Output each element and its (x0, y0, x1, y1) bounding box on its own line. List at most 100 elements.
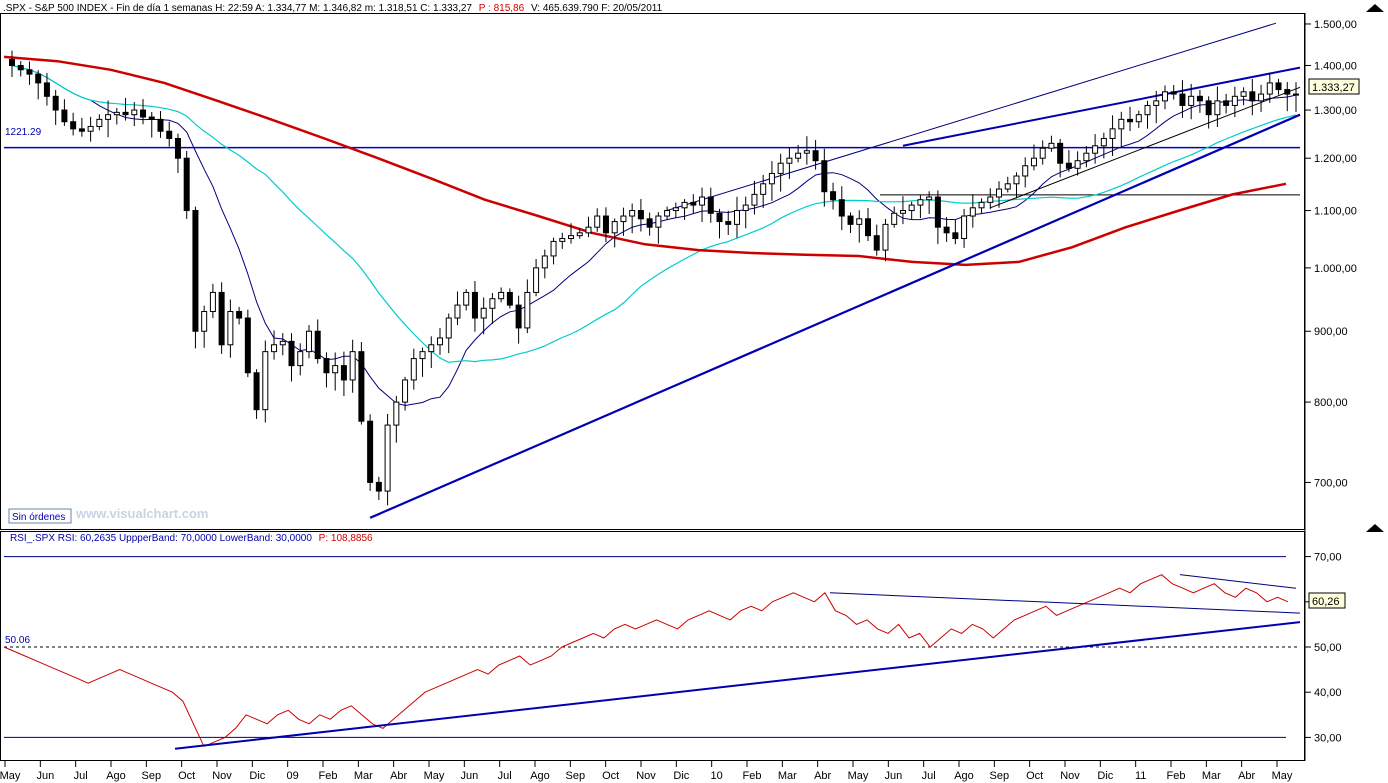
hline-label: 1221.29 (5, 127, 42, 138)
candle-body-133 (1170, 91, 1177, 95)
candle-body-77 (681, 201, 688, 209)
candle-body-49 (437, 337, 443, 346)
candle-body-114 (1004, 183, 1011, 190)
candle-body-60 (533, 267, 540, 293)
x-label-14: Jul (498, 770, 512, 782)
candle-body-120 (1057, 142, 1064, 164)
rsi-tick-label-1: 40,00 (1314, 687, 1342, 699)
price-tick-label-6: 1.300,00 (1314, 105, 1357, 117)
candle-body-109 (961, 215, 968, 240)
candle-body-122 (1074, 160, 1081, 169)
candle-body-52 (463, 291, 470, 306)
price-tick-label-3: 1.000,00 (1314, 263, 1357, 275)
candle-body-145 (1275, 82, 1282, 91)
candle-body-40 (358, 351, 365, 422)
candle-body-62 (550, 240, 557, 257)
candle-body-117 (1030, 157, 1037, 167)
candle-body-32 (288, 340, 295, 367)
candle-body-61 (541, 255, 548, 269)
candle-body-132 (1161, 91, 1168, 102)
candle-body-74 (655, 215, 662, 228)
candle-body-82 (725, 221, 732, 225)
candle-body-110 (969, 207, 976, 217)
candle-body-136 (1196, 95, 1203, 102)
x-label-11: Abr (390, 770, 407, 782)
candle-body-88 (777, 162, 784, 174)
rsi-scroll-up-icon[interactable] (1366, 524, 1384, 532)
x-label-1: Jun (36, 770, 54, 782)
candle-body-38 (340, 365, 347, 381)
candle-body-12 (113, 111, 120, 116)
candle-body-50 (445, 317, 452, 339)
x-label-8: 09 (287, 770, 299, 782)
candle-body-80 (707, 196, 714, 214)
candle-body-4 (43, 82, 50, 97)
candle-body-48 (428, 344, 435, 353)
candle-body-123 (1083, 152, 1090, 162)
price-tick-label-8: 1.500,00 (1314, 19, 1357, 31)
candle-body-131 (1153, 100, 1160, 106)
rsi-line (3, 574, 1289, 748)
candle-body-21 (192, 210, 199, 332)
x-label-34: Mar (1202, 770, 1221, 782)
candle-body-138 (1214, 100, 1221, 116)
candle-body-107 (943, 226, 950, 234)
x-label-32: 11 (1135, 770, 1146, 782)
candle-body-127 (1118, 118, 1125, 130)
candle-body-28 (253, 372, 260, 411)
candle-body-71 (629, 210, 636, 217)
candle-body-69 (611, 221, 618, 234)
candle-body-29 (262, 351, 269, 411)
candle-body-126 (1109, 128, 1116, 139)
candle-body-39 (349, 351, 356, 381)
candle-body-20 (183, 157, 190, 212)
candle-body-100 (882, 223, 889, 251)
candle-body-141 (1240, 91, 1247, 97)
candle-body-146 (1284, 89, 1291, 95)
price-tick-label-0: 700,00 (1314, 477, 1348, 489)
price-panel-frame (0, 13, 1305, 530)
x-label-16: Sep (566, 770, 586, 782)
trendline-outer-channel (666, 22, 1277, 212)
candle-body-83 (733, 210, 740, 225)
trendline-lower-channel (369, 113, 1301, 519)
x-axis: May Jun Jul Ago Sep Oct Nov Dic 09 Feb Mar Abr May Ju… (0, 761, 1293, 782)
rsi-short-trendline (1179, 574, 1297, 589)
candle-body-19 (174, 137, 181, 159)
candle-body-93 (821, 160, 828, 193)
x-label-20: 10 (711, 770, 723, 782)
candle-body-44 (393, 401, 400, 426)
x-label-6: Nov (212, 770, 232, 782)
rsi-support-trendline (174, 621, 1301, 750)
sma-red-line (3, 55, 1287, 267)
candle-body-125 (1100, 137, 1107, 147)
price-scroll-up-icon[interactable] (1366, 4, 1384, 12)
candle-body-35 (314, 330, 321, 360)
rsi-tick-label-4: 70,00 (1314, 552, 1342, 564)
candle-body-121 (1065, 162, 1072, 169)
candle-body-34 (305, 330, 312, 353)
candle-body-24 (218, 291, 225, 346)
candle-body-66 (585, 226, 592, 234)
candle-body-104 (917, 199, 924, 206)
x-label-7: Dic (249, 770, 265, 782)
candle-body-135 (1188, 95, 1195, 106)
candle-body-129 (1135, 114, 1142, 123)
candle-body-143 (1258, 93, 1265, 102)
x-label-4: Sep (142, 770, 162, 782)
candle-body-1 (17, 64, 24, 71)
candle-body-79 (699, 196, 706, 206)
x-label-12: May (424, 770, 445, 782)
candle-body-26 (236, 311, 243, 319)
sin-ordenes-badge[interactable] (8, 508, 72, 524)
price-tick-label-4: 1.100,00 (1314, 206, 1357, 218)
candle-body-56 (498, 291, 505, 300)
rsi-lines (3, 574, 1301, 750)
candle-body-22 (201, 311, 208, 332)
candle-body-96 (847, 215, 854, 225)
candle-body-111 (978, 201, 985, 209)
candle-body-42 (375, 481, 382, 492)
last-price-box (1308, 78, 1360, 95)
candle-body-118 (1039, 147, 1046, 159)
candle-body-92 (812, 150, 819, 162)
